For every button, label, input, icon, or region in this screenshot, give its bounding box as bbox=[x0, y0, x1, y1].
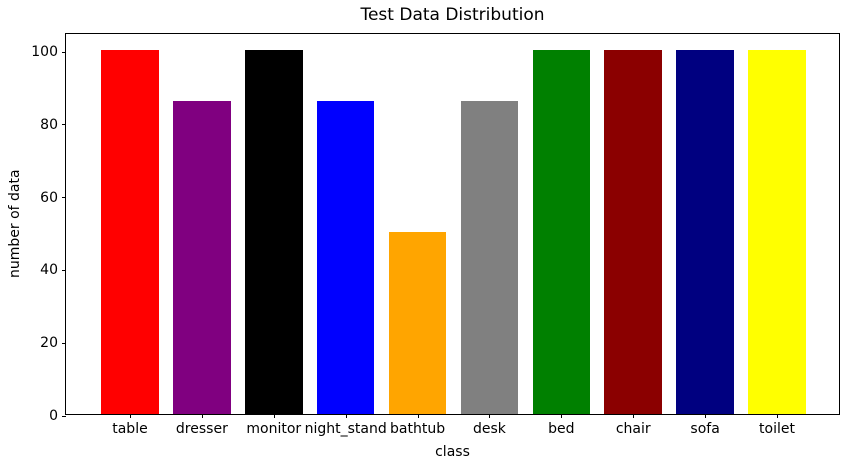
y-tick-label-80: 80 bbox=[40, 116, 58, 133]
y-tick-mark bbox=[62, 197, 66, 199]
x-tick-label-sofa: sofa bbox=[690, 421, 720, 437]
x-tick-mark bbox=[201, 414, 203, 418]
x-tick-label-chair: chair bbox=[615, 421, 651, 437]
x-tick-label-toilet: toilet bbox=[759, 421, 795, 437]
x-tick-label-desk: desk bbox=[472, 421, 506, 437]
x-tick-mark bbox=[777, 414, 779, 418]
x-tick-mark bbox=[417, 414, 419, 418]
x-tick-label-bathtub: bathtub bbox=[390, 421, 446, 437]
y-tick-mark bbox=[62, 415, 66, 417]
x-tick-label-dresser: dresser bbox=[175, 421, 228, 437]
x-tick-mark bbox=[633, 414, 635, 418]
y-tick-label-20: 20 bbox=[40, 335, 58, 352]
bar-night_stand bbox=[316, 101, 375, 414]
bar-toilet bbox=[748, 50, 806, 414]
x-tick-label-table: table bbox=[112, 421, 148, 437]
x-tick-mark bbox=[345, 414, 347, 418]
bar-bed bbox=[532, 50, 591, 414]
chart-title: Test Data Distribution bbox=[360, 5, 545, 25]
x-tick-mark bbox=[561, 414, 563, 418]
x-tick-mark bbox=[489, 414, 491, 418]
x-tick-label-monitor: monitor bbox=[246, 421, 302, 437]
bar-dresser bbox=[173, 101, 231, 414]
y-tick-label-40: 40 bbox=[40, 262, 58, 279]
x-tick-mark bbox=[129, 414, 131, 418]
y-tick-label-0: 0 bbox=[49, 408, 58, 424]
y-tick-mark bbox=[62, 124, 66, 126]
bar-desk bbox=[460, 101, 519, 414]
y-tick-mark bbox=[62, 51, 66, 53]
x-tick-mark bbox=[705, 414, 707, 418]
y-tick-label-60: 60 bbox=[40, 189, 58, 206]
bar-chair bbox=[604, 50, 662, 414]
x-axis-label: class bbox=[435, 444, 470, 460]
x-tick-label-night_stand: night_stand bbox=[304, 421, 387, 437]
bar-monitor bbox=[245, 50, 303, 414]
y-tick-label-100: 100 bbox=[31, 44, 58, 61]
x-tick-label-bed: bed bbox=[548, 421, 575, 437]
y-tick-mark bbox=[62, 342, 66, 344]
bar-sofa bbox=[676, 50, 734, 414]
y-axis-label: number of data bbox=[7, 169, 23, 279]
bar-table bbox=[101, 50, 159, 414]
y-tick-mark bbox=[62, 269, 66, 271]
bar-bathtub bbox=[388, 232, 447, 414]
x-tick-mark bbox=[273, 414, 275, 418]
plot-area: table dresser monitor night_stand bathtub des… bbox=[31, 33, 840, 437]
